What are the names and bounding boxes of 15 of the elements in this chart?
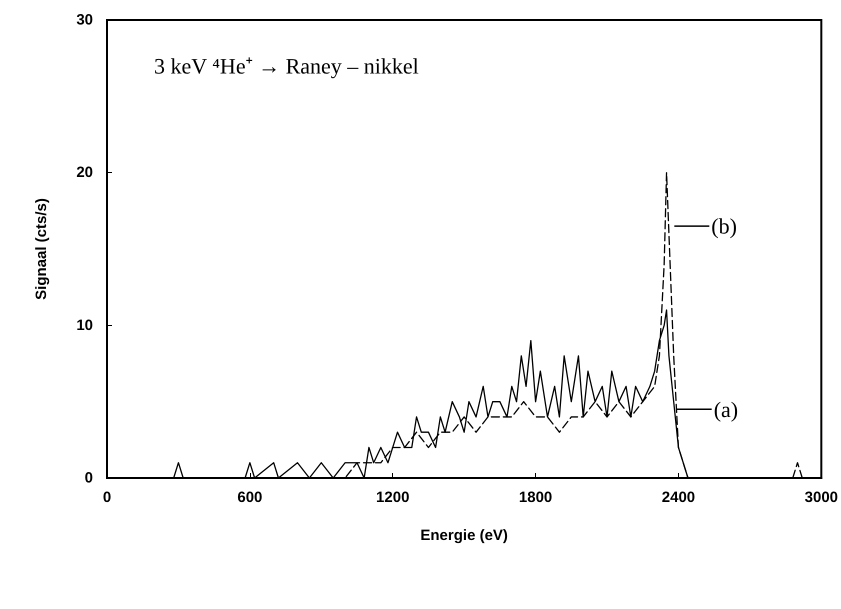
annotation: (a) [714,396,738,422]
y-tick-label: 20 [76,164,93,182]
x-tick-label: 1200 [376,489,410,506]
y-tick-label: 10 [76,316,93,334]
y-tick-label: 30 [76,12,93,28]
annotation: (b) [711,214,737,239]
y-tick-label: 0 [84,470,93,486]
x-tick-label: 600 [237,489,262,506]
x-tick-label: 3000 [804,489,838,506]
x-tick-label: 0 [102,489,112,506]
text: 3 keV ⁴He⁺ → Raney – nikkel [154,54,419,78]
x-tick-label: 2400 [662,489,696,506]
y-axis-title: Signaal (cts/s) [33,198,50,300]
x-tick-label: 1800 [518,489,552,506]
x-axis-title: Energie (eV) [420,527,508,544]
